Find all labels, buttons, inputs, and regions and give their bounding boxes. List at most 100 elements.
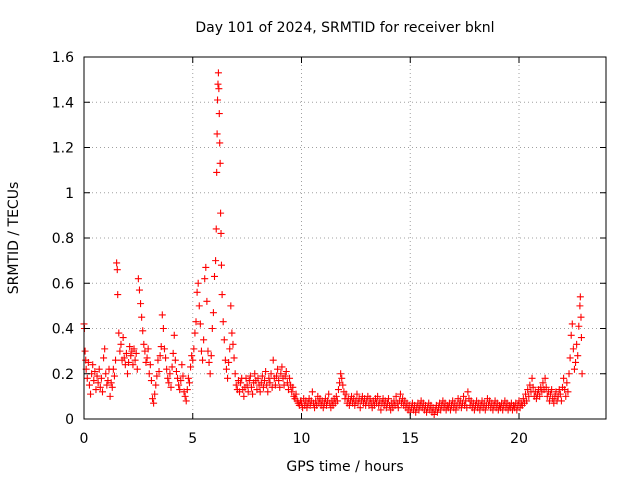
data-point — [109, 365, 117, 373]
data-point — [286, 374, 294, 382]
data-point — [87, 390, 95, 398]
data-point — [576, 302, 584, 310]
data-point — [282, 367, 290, 375]
data-point — [193, 288, 201, 296]
data-point — [332, 392, 340, 400]
data-point — [281, 372, 289, 380]
data-point — [542, 383, 550, 391]
data-point — [214, 69, 222, 77]
data-point — [101, 345, 109, 353]
data-point — [226, 345, 234, 353]
data-point — [563, 379, 571, 387]
data-point — [142, 358, 150, 366]
data-point — [275, 377, 283, 385]
data-point — [197, 347, 205, 355]
data-point — [227, 302, 235, 310]
x-tick-label: 15 — [401, 431, 419, 447]
data-point — [153, 372, 161, 380]
data-point — [103, 381, 111, 389]
x-tick-label: 5 — [188, 431, 197, 447]
data-point — [572, 358, 580, 366]
data-point — [140, 340, 148, 348]
data-point — [200, 336, 208, 344]
y-tick-label: 1.6 — [52, 50, 74, 66]
data-point — [214, 80, 222, 88]
data-point — [207, 352, 215, 360]
y-tick-label: 0 — [65, 412, 74, 428]
data-point — [212, 257, 220, 265]
data-point — [181, 392, 189, 400]
data-point — [240, 392, 248, 400]
data-point — [237, 379, 245, 387]
data-point — [96, 383, 104, 391]
data-point — [95, 365, 103, 373]
data-point — [216, 159, 224, 167]
data-point — [97, 374, 105, 382]
data-point — [338, 374, 346, 382]
data-point — [108, 383, 116, 391]
data-point — [576, 293, 584, 301]
data-point — [92, 386, 100, 394]
data-point — [177, 377, 185, 385]
data-point — [137, 300, 145, 308]
data-point — [557, 397, 565, 405]
data-point — [166, 370, 174, 378]
data-point — [246, 372, 254, 380]
data-point — [158, 311, 166, 319]
data-point — [94, 379, 102, 387]
data-point — [184, 374, 192, 382]
data-point — [539, 379, 547, 387]
y-tick-label: 0.2 — [52, 367, 74, 383]
data-point — [116, 347, 124, 355]
data-point — [217, 261, 225, 269]
data-point — [220, 336, 228, 344]
data-point — [562, 392, 570, 400]
data-point — [229, 340, 237, 348]
data-point — [254, 374, 262, 382]
data-point — [122, 349, 130, 357]
data-point — [167, 383, 175, 391]
data-point — [464, 388, 472, 396]
data-points — [80, 69, 586, 418]
data-point — [356, 404, 364, 412]
data-point — [230, 354, 238, 362]
data-point — [91, 367, 99, 375]
data-point — [129, 361, 137, 369]
data-point — [143, 354, 151, 362]
data-point — [127, 352, 135, 360]
data-point — [149, 395, 157, 403]
data-point — [107, 379, 115, 387]
data-point — [228, 329, 236, 337]
data-point — [100, 354, 108, 362]
data-point — [113, 266, 121, 274]
data-point — [178, 361, 186, 369]
data-point — [169, 349, 177, 357]
data-point — [179, 372, 187, 380]
data-point — [342, 390, 350, 398]
data-point — [117, 340, 125, 348]
data-point — [163, 365, 171, 373]
data-point — [162, 354, 170, 362]
data-point — [333, 397, 341, 405]
data-point — [125, 358, 133, 366]
data-point — [261, 377, 269, 385]
data-point — [219, 318, 227, 326]
data-point — [98, 388, 106, 396]
data-point — [119, 334, 127, 342]
data-point — [570, 365, 578, 373]
data-point — [176, 386, 184, 394]
data-point — [204, 347, 212, 355]
data-point — [165, 379, 173, 387]
data-point — [199, 356, 207, 364]
data-point — [146, 361, 154, 369]
data-point — [232, 381, 240, 389]
data-point — [276, 383, 284, 391]
data-point — [132, 349, 140, 357]
data-point — [145, 370, 153, 378]
data-point — [135, 286, 143, 294]
data-point — [264, 388, 272, 396]
data-point — [536, 392, 544, 400]
x-tick-label: 10 — [293, 431, 311, 447]
data-point — [567, 331, 575, 339]
